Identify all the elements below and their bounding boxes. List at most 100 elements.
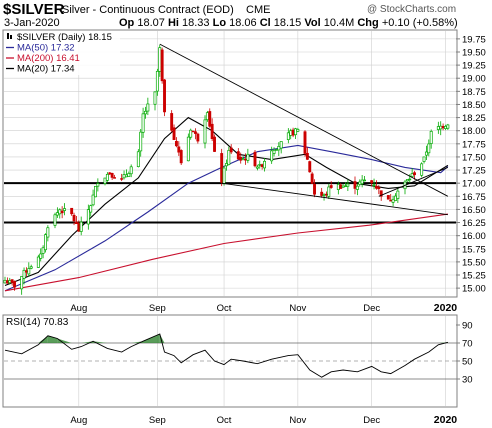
price-x-tick-label: 2020 [434,302,458,314]
candle [170,110,174,133]
candle-body [303,131,307,154]
candle [377,185,381,195]
candle [208,108,212,128]
candle-body [63,208,66,211]
open-label: Op [119,17,135,29]
candle-body [363,179,366,182]
trendlines [159,43,449,216]
exchange-label: CME [246,4,271,16]
candle [405,179,409,182]
candle-body [286,132,290,140]
candle-body [172,127,176,140]
candle-body [13,281,16,288]
candle-body [263,160,266,169]
candle [386,195,390,200]
candle [196,132,200,144]
candle-body [129,166,133,175]
rsi-y-tick-label: 90 [462,321,473,332]
candle-body [36,256,40,268]
candle [236,148,240,160]
candle [177,141,181,156]
candle [60,206,64,219]
candle-body [374,185,378,189]
candle [163,78,166,117]
candle [189,128,193,140]
trendline-support [221,182,448,216]
candle [10,279,14,286]
candle-body [229,147,233,153]
candle [279,141,283,154]
candle [360,175,364,188]
candle-body [44,234,47,251]
candle-body [227,150,231,165]
rsi-x-tick-label: Nov [289,415,306,426]
candle-body [377,187,381,190]
candle-body [358,181,362,185]
low-label: Lo [212,17,227,29]
legend-entry: MA(200) 16.41 [17,53,80,64]
candle-body [360,179,364,185]
price-y-tick-label: 15.75 [462,244,486,255]
price-y-tick-label: 18.00 [462,126,486,137]
candle-body [89,205,93,213]
candle-body [8,280,12,284]
candle [346,179,350,192]
candle-body [224,163,228,167]
candle [186,133,190,162]
candle-body [396,190,400,199]
candle [136,149,140,168]
candle-body [427,143,431,154]
candle [429,129,433,149]
candle-body [205,112,209,121]
candle-body [239,156,243,161]
candle-body [341,185,345,188]
candle-body [203,119,207,144]
candle [36,254,40,269]
candle [246,148,250,164]
candle-body [160,49,164,82]
candle [422,156,426,164]
candle-body [420,163,424,176]
price-y-tick-label: 15.25 [462,271,486,282]
candle-body [394,195,397,201]
candle-body [372,184,376,186]
candle [363,176,366,182]
candle-body [53,214,57,226]
candle-body [94,185,97,198]
rsi-label: RSI(14) 70.83 [6,317,69,328]
legend-candle-swatch [10,35,12,39]
candle [141,107,145,138]
price-x-tick-label: Aug [70,303,87,314]
price-y-tick-label: 16.75 [462,192,486,203]
trendline-resistance [159,43,449,197]
candle-body [329,185,333,188]
price-x-tick-label: Oct [217,303,232,314]
candle [74,216,78,225]
close-label: Cl [259,17,271,29]
candle-body [324,193,328,196]
rsi-overbought-fill [38,335,48,343]
rsi-x-axis: Aug Sep Oct Nov Dec 2020 [70,414,457,426]
candle [70,207,74,216]
candle [129,164,133,178]
candle [410,167,414,179]
candle-body [422,156,426,162]
candle-body [308,161,312,173]
rsi-x-tick-label: Dec [363,415,380,426]
candle-body [320,191,324,196]
candle-body [103,177,107,184]
candle [327,183,331,200]
candle-body [370,180,374,184]
candle-body [139,131,143,152]
price-x-axis: Aug Sep Oct Nov Dec 2020 [70,302,457,314]
candle [313,179,316,198]
candle-body [213,136,216,152]
candle-body [260,164,264,167]
candle-body [191,130,195,133]
series-title: Silver - Continuous Contract (EOD) [62,4,234,16]
candle-body [46,227,50,238]
candle [174,137,178,148]
candle [91,189,95,207]
candle [22,267,26,285]
